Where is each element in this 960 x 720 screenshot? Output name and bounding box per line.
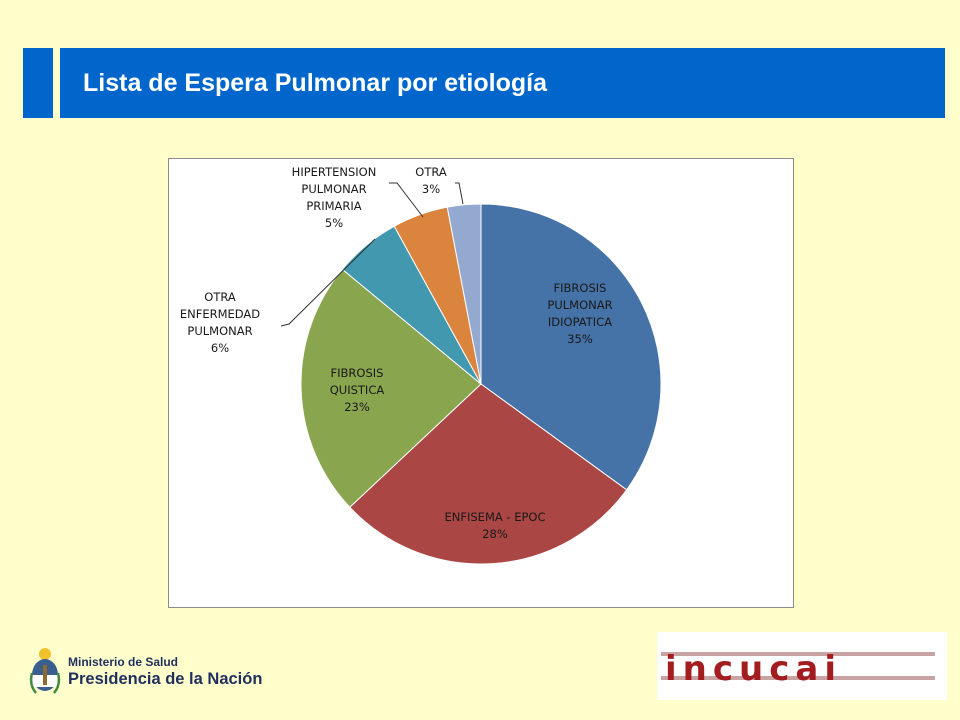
- incucai-logo: incucai: [657, 632, 947, 700]
- national-coat-of-arms-icon: [29, 648, 61, 694]
- slice-label-2: ENFISEMA - EPOC 28%: [445, 510, 546, 541]
- leader-line-4: [280, 238, 376, 327]
- ministry-footer: Ministerio de Salud Presidencia de la Na…: [28, 643, 288, 698]
- leader-line-5: [389, 182, 424, 218]
- pie-slice-1: [480, 203, 662, 491]
- pie-chart: FIBROSIS PULMONAR IDIOPATICA 35% ENFISEMA - …: [180, 165, 662, 565]
- page-title: Lista de Espera Pulmonar por etiología: [83, 69, 547, 97]
- incucai-logo-text: incucai: [665, 649, 842, 689]
- chart-frame: FIBROSIS PULMONAR IDIOPATICA 35% ENFISEMA - …: [168, 158, 794, 608]
- leader-line-6: [455, 182, 464, 205]
- incucai-logo-graphic: incucai: [661, 649, 935, 689]
- slice-label-5: HIPERTENSION PULMONAR PRIMARIA 5%: [292, 165, 377, 230]
- title-bar-accent: [23, 48, 53, 118]
- presidency-name: Presidencia de la Nación: [68, 670, 263, 688]
- title-bar: Lista de Espera Pulmonar por etiología: [60, 48, 945, 118]
- slice-label-6: OTRA 3%: [415, 165, 447, 196]
- pie-slice-6: [446, 203, 482, 385]
- pie-slice-2: [349, 383, 628, 565]
- ministry-name: Ministerio de Salud: [68, 655, 179, 669]
- pie-slice-3: [300, 268, 482, 508]
- slice-label-3: FIBROSIS QUISTICA 23%: [330, 366, 385, 414]
- slice-label-4: OTRA ENFERMEDAD PULMONAR 6%: [180, 290, 260, 355]
- slice-label-1: FIBROSIS PULMONAR IDIOPATICA 35%: [547, 281, 612, 346]
